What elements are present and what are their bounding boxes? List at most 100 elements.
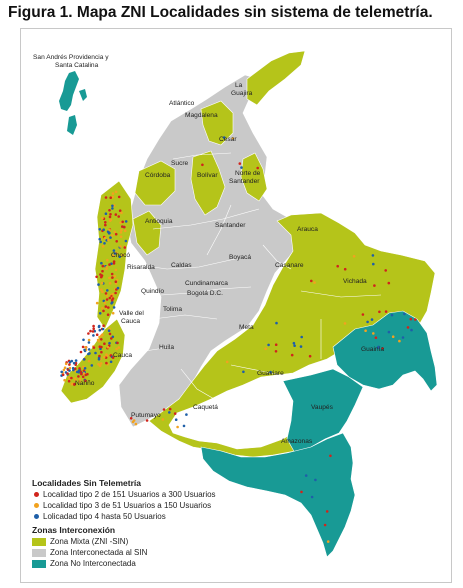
locality-dot	[391, 335, 395, 339]
locality-dot	[116, 341, 119, 345]
label-bogota: Bogotá D.C.	[187, 290, 223, 297]
locality-dot	[98, 228, 101, 231]
locality-dot	[108, 228, 111, 231]
locality-dot	[115, 240, 118, 243]
locality-dot	[87, 352, 90, 356]
label-vichada: Vichada	[343, 278, 367, 285]
locality-dot	[387, 330, 391, 334]
locality-dot	[114, 232, 118, 236]
locality-dot	[104, 305, 108, 308]
label-atlantico: Atlántico	[169, 100, 195, 107]
department-labels: La Guajira Atlántico Magdalena Cesar Suc…	[75, 82, 384, 445]
zone-mixed-antioquia	[132, 210, 162, 256]
locality-dot	[314, 478, 317, 482]
label-guainia: Guainía	[361, 346, 384, 353]
label-la-guajira-line2: Guajira	[231, 90, 253, 97]
locality-dot	[111, 356, 115, 359]
locality-dot	[118, 209, 122, 212]
locality-dot	[103, 242, 106, 245]
locality-dot	[100, 334, 103, 338]
label-tolima: Tolima	[163, 306, 182, 313]
locality-dot	[310, 495, 314, 499]
legend-localities-heading: Localidades Sin Telemetría	[32, 478, 141, 488]
locality-dot	[64, 362, 68, 366]
label-putumayo: Putumayo	[131, 412, 161, 419]
locality-dot	[109, 196, 112, 199]
zone-non-interconnected-amazonas	[200, 432, 356, 558]
locality-dot	[100, 261, 103, 265]
locality-dot	[300, 335, 304, 339]
locality-dot	[371, 254, 375, 257]
locality-dot	[100, 338, 103, 341]
legend-locality-type3-label: Localidad tipo 3 de 51 Usuarios a 150 Us…	[43, 501, 212, 510]
label-cesar: Cesar	[219, 136, 237, 143]
label-caqueta: Caquetá	[193, 404, 218, 411]
locality-dot	[98, 335, 101, 339]
locality-dot	[112, 249, 116, 252]
locality-dot	[403, 312, 406, 316]
legend-locality-type4-label: Lolicadad tipo 4 hasta 50 Usuarios	[43, 512, 166, 521]
locality-dot	[108, 282, 112, 285]
island-san-andres	[59, 71, 79, 111]
locality-dot	[256, 166, 259, 170]
locality-dot	[106, 289, 109, 292]
locality-dot	[95, 275, 98, 279]
locality-dot	[290, 353, 294, 357]
locality-dots	[60, 136, 417, 543]
locality-dot	[121, 253, 124, 257]
interconnected-zone-swatch	[32, 548, 46, 557]
locality-dot	[100, 281, 104, 285]
locality-dot	[95, 333, 99, 337]
zone-non-interconnected-vaupes	[282, 368, 364, 454]
locality-dot	[90, 364, 94, 367]
locality-dot	[131, 420, 135, 424]
locality-dot	[98, 237, 101, 241]
locality-dot	[104, 196, 108, 199]
locality-dot	[113, 230, 117, 234]
locality-dot	[106, 313, 110, 317]
locality-dot	[145, 419, 149, 422]
locality-dot	[82, 358, 86, 361]
zone-mixed-east	[148, 212, 436, 458]
label-vaupes: Vaupés	[311, 404, 334, 411]
locality-dot	[381, 347, 384, 350]
label-meta: Meta	[239, 324, 254, 331]
locality-dot	[231, 137, 235, 140]
locality-dot	[161, 418, 165, 421]
locality-dot	[174, 418, 178, 422]
locality-dot	[99, 240, 102, 244]
orange-dot-icon	[34, 503, 39, 508]
locality-dot	[299, 345, 303, 348]
locality-dot	[111, 207, 114, 210]
locality-dot	[67, 376, 71, 379]
locality-dot	[104, 292, 108, 295]
locality-dot	[87, 332, 90, 335]
locality-dot	[134, 422, 138, 426]
zone-mixed-bolivar	[190, 150, 226, 216]
legend-locality-type2-label: Localidad tipo 2 de 151 Usuarios a 300 U…	[43, 490, 216, 499]
locality-dot	[83, 367, 87, 370]
locality-dot	[410, 328, 413, 332]
locality-dot	[173, 412, 177, 415]
locality-dot	[361, 313, 365, 316]
locality-dot	[106, 345, 110, 349]
locality-dot	[275, 321, 278, 325]
locality-dot	[84, 379, 87, 383]
locality-dot	[98, 345, 102, 349]
red-dot-icon	[34, 492, 39, 497]
department-borders	[120, 152, 382, 404]
island-label-line1: San Andrés Providencia y	[33, 54, 109, 61]
locality-dot	[343, 322, 347, 325]
locality-dot	[108, 215, 112, 219]
locality-dot	[74, 359, 78, 362]
island-providencia	[79, 89, 87, 101]
locality-dot	[242, 370, 245, 374]
locality-dot	[117, 346, 121, 349]
locality-dot	[384, 310, 388, 313]
locality-dot	[84, 373, 88, 377]
locality-dot	[102, 299, 106, 303]
locality-dot	[77, 369, 81, 372]
label-amazonas: Amazonas	[281, 438, 313, 445]
figure-title: Figura 1. Mapa ZNI Localidades sin siste…	[8, 4, 433, 21]
locality-dot	[102, 355, 106, 359]
